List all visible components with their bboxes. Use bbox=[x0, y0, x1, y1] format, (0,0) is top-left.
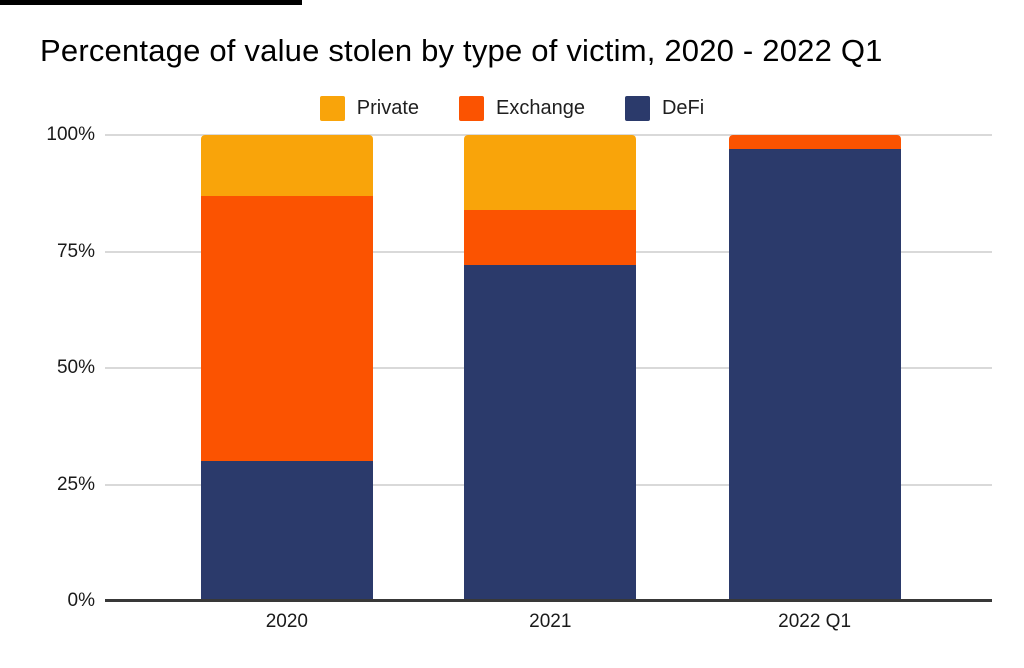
bar-2021-segment-private bbox=[464, 135, 637, 210]
legend-item-defi: DeFi bbox=[624, 96, 705, 121]
legend-label-exchange: Exchange bbox=[496, 97, 585, 119]
bar-2020-segment-exchange bbox=[200, 195, 373, 462]
bar-2021-segment-defi bbox=[464, 265, 637, 601]
legend: Private Exchange DeFi bbox=[0, 95, 1024, 122]
y-tick-label-100: 100% bbox=[46, 124, 95, 145]
chart-title: Percentage of value stolen by type of vi… bbox=[40, 33, 883, 68]
bar-2020-segment-private bbox=[200, 135, 373, 196]
bar-2020-segment-defi bbox=[200, 461, 373, 601]
bar-2022-q1 bbox=[729, 135, 902, 601]
x-tick-label-2021: 2021 bbox=[529, 611, 572, 632]
legend-swatch-icon-private bbox=[319, 96, 345, 121]
plot-area bbox=[105, 134, 992, 602]
x-axis-labels: 2020 2021 2022 Q1 bbox=[105, 611, 992, 637]
legend-label-defi: DeFi bbox=[661, 97, 705, 119]
legend-label-private: Private bbox=[356, 97, 420, 119]
y-tick-label-0: 0% bbox=[67, 590, 95, 611]
legend-item-exchange: Exchange bbox=[459, 96, 585, 121]
bar-2022-q1-segment-defi bbox=[729, 148, 902, 601]
x-axis-line bbox=[105, 599, 992, 602]
x-tick-label-2022-q1: 2022 Q1 bbox=[778, 611, 852, 632]
y-tick-label-25: 25% bbox=[56, 473, 95, 495]
legend-item-private: Private bbox=[319, 96, 420, 121]
y-tick-label-50: 50% bbox=[56, 357, 95, 378]
bar-2021 bbox=[464, 135, 637, 601]
bar-2021-segment-exchange bbox=[464, 209, 637, 266]
y-tick-label-75: 75% bbox=[56, 240, 95, 262]
legend-swatch-icon-exchange bbox=[459, 96, 485, 121]
top-border-strip bbox=[0, 0, 302, 5]
legend-swatch-icon-defi bbox=[624, 96, 650, 121]
y-axis-labels: 100% 75% 50% 25% 0% bbox=[0, 124, 95, 611]
bar-2022-q1-segment-exchange bbox=[729, 135, 902, 149]
x-tick-label-2020: 2020 bbox=[265, 611, 308, 632]
bar-2020 bbox=[200, 135, 373, 601]
